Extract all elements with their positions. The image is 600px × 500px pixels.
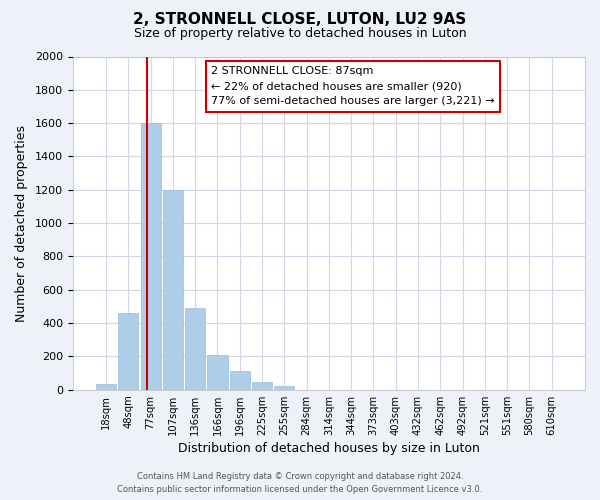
Text: Size of property relative to detached houses in Luton: Size of property relative to detached ho… <box>134 28 466 40</box>
Y-axis label: Number of detached properties: Number of detached properties <box>15 124 28 322</box>
Text: 2, STRONNELL CLOSE, LUTON, LU2 9AS: 2, STRONNELL CLOSE, LUTON, LU2 9AS <box>133 12 467 28</box>
Bar <box>252 382 272 390</box>
Text: 2 STRONNELL CLOSE: 87sqm
← 22% of detached houses are smaller (920)
77% of semi-: 2 STRONNELL CLOSE: 87sqm ← 22% of detach… <box>211 66 495 106</box>
Bar <box>208 355 227 390</box>
Bar <box>185 308 205 390</box>
Bar <box>96 384 116 390</box>
X-axis label: Distribution of detached houses by size in Luton: Distribution of detached houses by size … <box>178 442 480 455</box>
Bar <box>274 386 295 390</box>
Bar <box>230 370 250 390</box>
Text: Contains HM Land Registry data © Crown copyright and database right 2024.
Contai: Contains HM Land Registry data © Crown c… <box>118 472 482 494</box>
Bar <box>118 313 139 390</box>
Bar <box>140 123 161 390</box>
Bar <box>163 190 183 390</box>
